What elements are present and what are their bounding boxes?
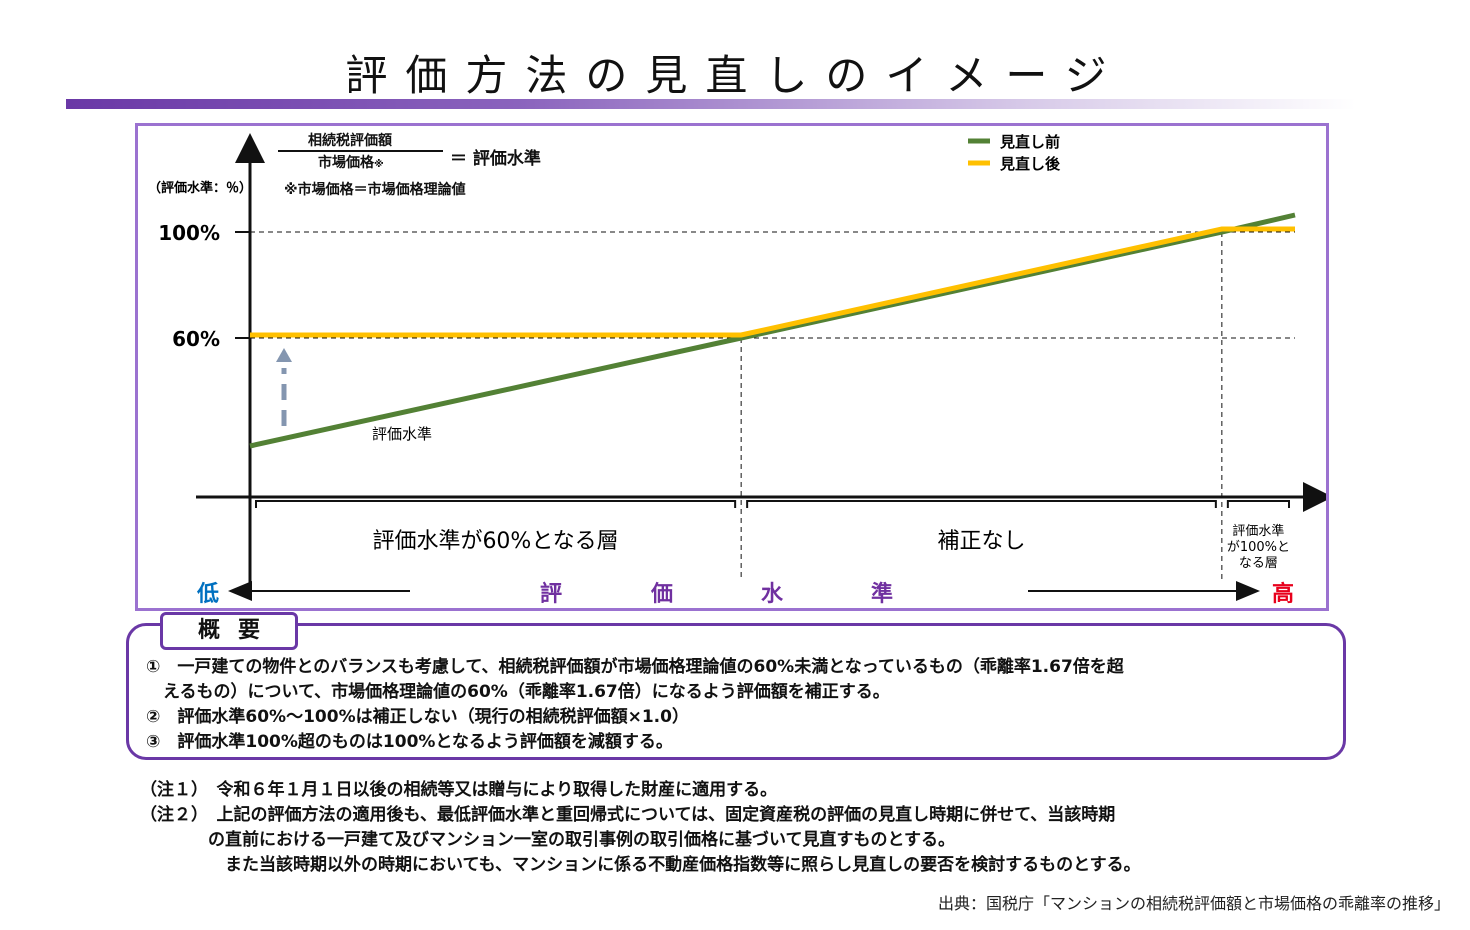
y-tick-label: 60%: [172, 327, 220, 351]
y-tick-label: 100%: [158, 221, 220, 245]
axis-label-char: 準: [871, 581, 893, 607]
note-line: また当該時期以外の時期においても、マンションに係る不動産価格指数等に照らし見直し…: [140, 855, 1141, 875]
formula-denominator-mark: ※: [374, 159, 384, 170]
summary-box: [126, 623, 1346, 760]
summary-item: ① 一戸建ての物件とのバランスも考慮して、相続税評価額が市場価格理論値の60%未…: [146, 657, 1124, 677]
axis-label-char: 水: [761, 582, 784, 607]
segment-bracket: [1226, 500, 1290, 508]
dashed-arrow-head: [276, 348, 292, 362]
legend-label: 見直し後: [999, 155, 1061, 173]
source-citation: 出典：国税庁「マンションの相続税評価額と市場価格の乖離率の推移」: [937, 894, 1450, 913]
summary-item: ② 評価水準60%～100%は補正しない（現行の相続税評価額×1.0）: [146, 707, 689, 727]
formula-denominator: 市場価格※: [318, 155, 384, 171]
low-label: 低: [196, 582, 219, 607]
y-axis-label: （評価水準：％）: [148, 180, 252, 196]
series-label: 評価水準: [372, 425, 432, 443]
title-underline: [66, 99, 1356, 109]
segment-label: 評価水準が60%となる層: [372, 529, 618, 554]
segment-label: 評価水準が100%となる層: [1227, 523, 1290, 571]
summary-item: ③ 評価水準100%超のものは100%となるよう評価額を減額する。: [146, 732, 673, 752]
formula-numerator: 相続税評価額: [308, 133, 392, 149]
summary-tag: 概要: [160, 612, 298, 650]
note-line: （注２） 上記の評価方法の適用後も、最低評価水準と重回帰式については、固定資産税…: [140, 805, 1116, 825]
formula-result: ＝ 評価水準: [450, 149, 541, 169]
formula-footnote: ※市場価格＝市場価格理論値: [284, 182, 466, 198]
axis-label-char: 価: [650, 582, 673, 607]
segment-label: 補正なし: [937, 529, 1025, 554]
legend-label: 見直し前: [999, 133, 1060, 151]
chart: （評価水準：％）100%60%評価水準見直し前見直し後評価水準が60%となる層補…: [148, 133, 1326, 607]
formula-fraction-line: [278, 150, 443, 152]
series-line: [249, 212, 1296, 449]
note-line: の直前における一戸建て及びマンション一室の取引事例の取引価格に基づいて見直すもの…: [140, 830, 955, 850]
series-line: [250, 226, 1295, 338]
segment-bracket: [746, 500, 1217, 508]
axis-label-char: 評: [540, 581, 562, 607]
high-label: 高: [1272, 581, 1294, 607]
note-line: （注１） 令和６年１月１日以後の相続等又は贈与により取得した財産に適用する。: [140, 780, 778, 800]
page-title: 評価方法の見直しのイメージ: [345, 51, 1125, 100]
chart-frame: （評価水準：％） 100% 60% 評価水準 見直し前 見直し後 評価水準が60%となる層補…: [135, 123, 1329, 611]
summary-item: えるもの）について、市場価格理論値の60%（乖離率1.67倍）になるよう評価額を…: [146, 682, 890, 702]
segment-bracket: [255, 500, 737, 508]
